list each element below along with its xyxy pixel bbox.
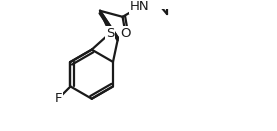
Text: F: F <box>55 92 62 105</box>
Text: S: S <box>106 27 114 40</box>
Text: O: O <box>120 27 131 40</box>
Text: HN: HN <box>130 0 150 13</box>
